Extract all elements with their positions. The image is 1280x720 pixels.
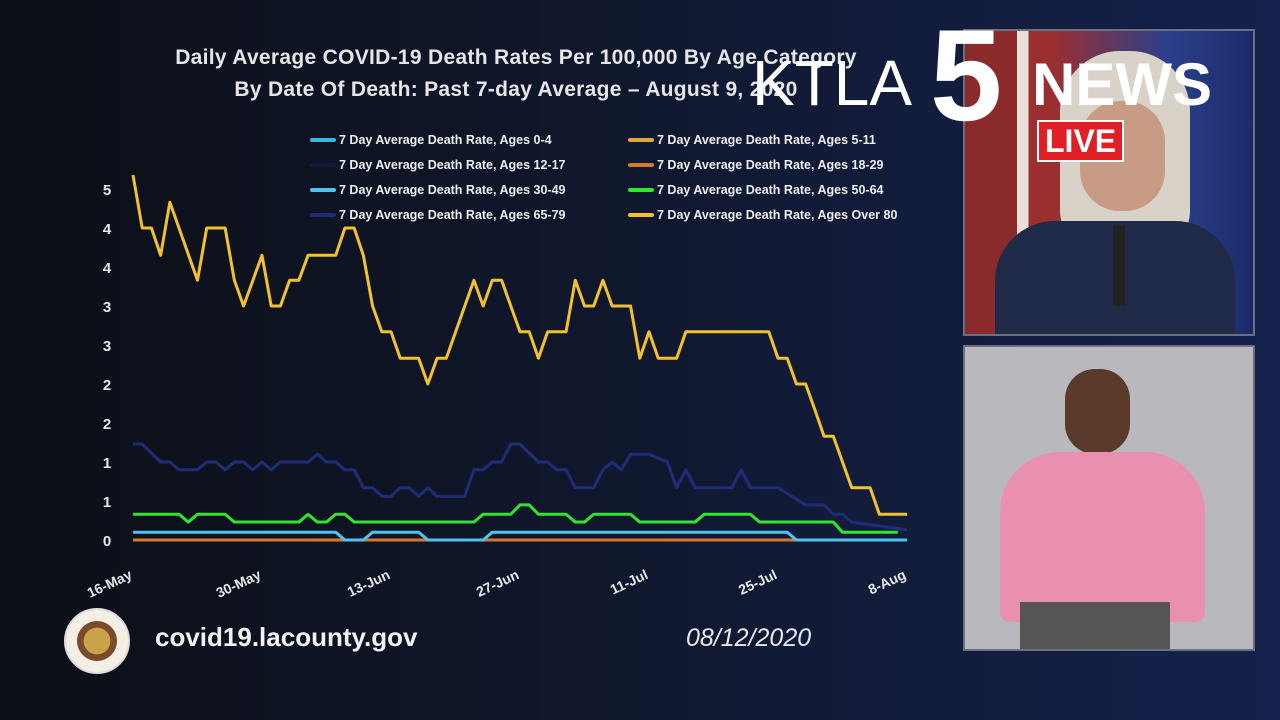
y-tick-label: 3 [103,299,111,316]
line-chart: 0 1 1 2 2 3 3 4 4 5 16-May 30-May 13-Jun 27-Jun 11-Jul… [84,174,909,601]
website-url: covid19.lacounty.gov [155,622,418,652]
x-tick-label: 13-Jun [345,566,393,600]
series-line-7 [131,174,907,516]
legend-swatch [628,138,654,142]
legend-swatch [310,213,336,217]
legend-label: 7 Day Average Death Rate, Ages 30-49 [339,183,566,197]
sign-language-interpreter-panel [963,345,1255,651]
interpreter-body [1000,452,1205,622]
x-tick-label: 25-Jul [736,566,779,598]
series-line-4 [133,530,907,542]
y-tick-label: 1 [103,494,111,511]
y-tick-label: 1 [103,455,111,472]
legend-swatch [310,188,336,192]
legend-item: 7 Day Average Death Rate, Ages 65-79 [310,208,566,222]
legend-label: 7 Day Average Death Rate, Ages 12-17 [339,158,566,172]
x-tick-label: 8-Aug [866,566,909,597]
legend-item: 7 Day Average Death Rate, Ages 18-29 [628,158,884,172]
legend-swatch [310,138,336,142]
live-badge: LIVE [1037,120,1125,162]
y-tick-label: 4 [103,260,112,277]
y-tick-label: 0 [103,533,111,550]
legend-label: 7 Day Average Death Rate, Ages 5-11 [657,133,876,147]
legend-label: 7 Day Average Death Rate, Ages 18-29 [657,158,884,172]
legend-label: 7 Day Average Death Rate, Ages 50-64 [657,183,884,197]
chart-title-line-2: By Date Of Death: Past 7-day Average – A… [234,78,798,101]
logo-ktla-text: KTLA [752,47,913,119]
y-tick-label: 5 [103,182,111,199]
legend-item: 7 Day Average Death Rate, Ages 5-11 [628,133,876,147]
chart-title-line-1: Daily Average COVID-19 Death Rates Per 1… [175,46,857,69]
microphone-icon [1113,226,1125,306]
logo-news-text: NEWS [1032,51,1212,118]
series-line-6 [133,442,908,532]
interpreter-skirt [1020,602,1170,649]
logo-number: 5 [930,2,1003,148]
x-tick-label: 11-Jul [608,566,651,597]
legend-item: 7 Day Average Death Rate, Ages 12-17 [310,158,566,172]
legend-item: 7 Day Average Death Rate, Ages Over 80 [628,208,897,222]
series-line-5 [133,503,898,534]
x-tick-label: 16-May [84,566,134,601]
legend-swatch [628,213,654,217]
interpreter-head [1065,369,1130,454]
y-tick-label: 2 [103,377,111,394]
legend-item: 7 Day Average Death Rate, Ages 30-49 [310,183,566,197]
speaker-video-panel [963,29,1255,336]
x-tick-label: 30-May [213,566,263,601]
x-tick-label: 27-Jun [474,566,522,600]
legend-swatch [628,188,654,192]
briefing-date: 08/12/2020 [686,624,812,652]
legend-label: 7 Day Average Death Rate, Ages Over 80 [657,208,898,222]
legend-swatch [628,163,654,167]
y-tick-label: 3 [103,338,111,355]
legend-swatch [310,163,336,167]
y-tick-label: 4 [103,221,112,238]
legend-item: 7 Day Average Death Rate, Ages 0-4 [310,133,552,147]
legend-label: 7 Day Average Death Rate, Ages 0-4 [339,133,552,147]
legend-label: 7 Day Average Death Rate, Ages 65-79 [339,208,566,222]
legend-item: 7 Day Average Death Rate, Ages 50-64 [628,183,884,197]
la-county-seal-logo [64,608,130,674]
y-tick-label: 2 [103,416,111,433]
